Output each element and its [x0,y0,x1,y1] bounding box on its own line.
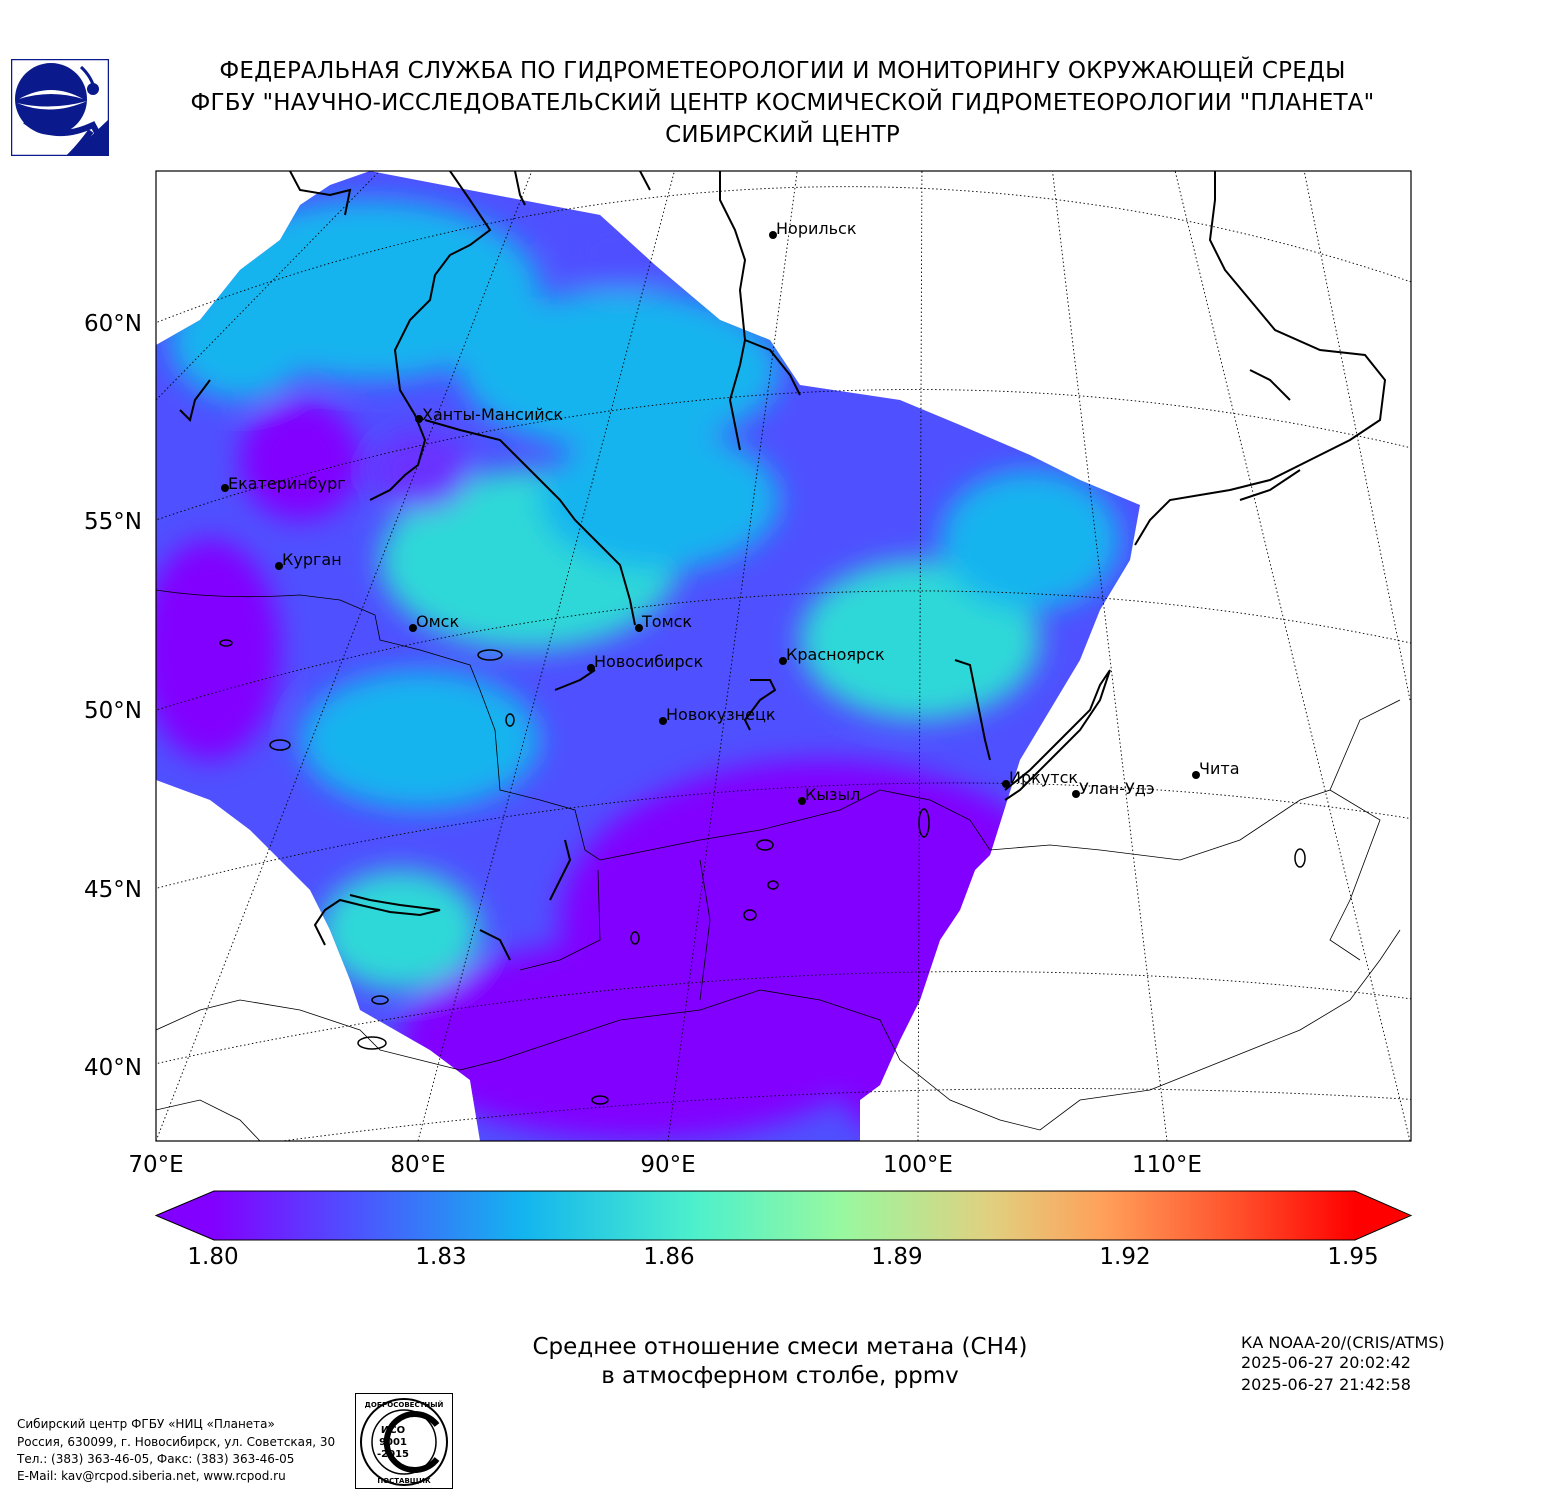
header-line-2: ФГБУ "НАУЧНО-ИССЛЕДОВАТЕЛЬСКИЙ ЦЕНТР КОС… [190,90,1375,116]
city-dot-ekaterinburg [221,484,229,492]
rivers-coastlines [179,171,1387,961]
colorbar-max-extend [1355,1191,1411,1240]
colorbar-tick-2: 1.83 [415,1244,467,1270]
footer-line-1: Сибирский центр ФГБУ «НИЦ «Планета» [17,1417,275,1431]
lat-label-55: 55°N [84,509,142,535]
city-dot-chita [1192,771,1200,779]
city-label-krasnoyarsk: Красноярск [786,645,885,664]
footer-line-2: Россия, 630099, г. Новосибирск, ул. Сове… [17,1435,336,1449]
lon-label-70: 70°E [128,1152,184,1178]
lat-label-60: 60°N [84,311,142,337]
colorbar [154,1190,1413,1241]
city-label-irkutsk: Иркутск [1009,768,1078,787]
lakes [219,639,1306,1105]
country-borders [156,589,1401,1141]
header-line-1: ФЕДЕРАЛЬНАЯ СЛУЖБА ПО ГИДРОМЕТЕОРОЛОГИИ … [219,58,1346,84]
city-dot-novosibirsk [587,664,595,672]
city-dot-kurgan [275,562,283,570]
colorbar-outline [154,1190,1413,1241]
map-area: Норильск Ханты-Мансийск Екатеринбург Кур… [156,171,1411,1141]
city-markers [221,231,1200,805]
caption-line-2: в атмосферном столбе, ppmv [601,1363,959,1389]
satellite-name: КА NOAA-20/(CRIS/ATMS) [1241,1333,1445,1352]
colorbar-tick-4: 1.89 [871,1244,923,1270]
satellite-start-time: 2025-06-27 20:02:42 [1241,1353,1411,1372]
city-dot-irkutsk [1002,780,1010,788]
city-dot-kyzyl [798,797,806,805]
colorbar-tick-3: 1.86 [643,1244,695,1270]
satellite-end-time: 2025-06-27 21:42:58 [1241,1375,1411,1394]
lat-label-40: 40°N [84,1055,142,1081]
city-dot-omsk [409,624,417,632]
planeta-logo [11,59,109,156]
iso-bottom-text: ПОСТАВЩИК [377,1477,431,1485]
city-label-norilsk: Норильск [776,219,857,238]
footer-line-4: E-Mail: kav@rcpod.siberia.net, www.rcpod… [17,1469,286,1483]
city-dot-khanty-mansiysk [415,415,423,423]
iso-badge: ДОБРОСОВЕСТНЫЙ ИСО 9001 -2015 ПОСТАВЩИК [355,1393,453,1489]
graticule [156,171,1411,1141]
lat-label-50: 50°N [84,698,142,724]
city-label-novokuznetsk: Новокузнецк [666,705,776,724]
iso-top-text: ДОБРОСОВЕСТНЫЙ [365,1400,444,1409]
city-dot-krasnoyarsk [779,657,787,665]
city-label-novosibirsk: Новосибирск [594,652,703,671]
city-label-kyzyl: Кызыл [805,785,860,804]
colorbar-tick-1: 1.80 [187,1244,239,1270]
colorbar-min-extend [156,1191,214,1240]
colorbar-tick-5: 1.92 [1099,1244,1151,1270]
city-dot-novokuznetsk [659,717,667,725]
iso-code-3: -2015 [377,1449,409,1460]
city-label-ulan-ude: Улан-Удэ [1079,779,1155,798]
city-label-kurgan: Курган [282,550,342,569]
colorbar-tick-6: 1.95 [1327,1244,1379,1270]
city-label-tomsk: Томск [641,612,692,631]
lon-label-100: 100°E [883,1152,953,1178]
header-line-3: СИБИРСКИЙ ЦЕНТР [665,122,900,148]
city-dot-norilsk [769,231,777,239]
city-dot-ulan-ude [1072,790,1080,798]
colorbar-body [214,1191,1355,1240]
lon-label-80: 80°E [390,1152,446,1178]
city-label-omsk: Омск [416,612,459,631]
city-dot-tomsk [635,624,643,632]
caption-line-1: Среднее отношение смеси метана (CH4) [532,1334,1028,1360]
lat-label-45: 45°N [84,877,142,903]
city-label-khanty-mansiysk: Ханты-Мансийск [422,405,563,424]
lon-label-90: 90°E [640,1152,696,1178]
city-label-ekaterinburg: Екатеринбург [228,474,346,493]
iso-code-1: ИСО [381,1425,405,1436]
city-label-chita: Чита [1199,759,1240,778]
footer-line-3: Тел.: (383) 363-46-05, Факс: (383) 363-4… [17,1452,295,1466]
iso-code-2: 9001 [379,1437,407,1448]
lon-label-110: 110°E [1132,1152,1202,1178]
map-frame [155,170,1412,1142]
